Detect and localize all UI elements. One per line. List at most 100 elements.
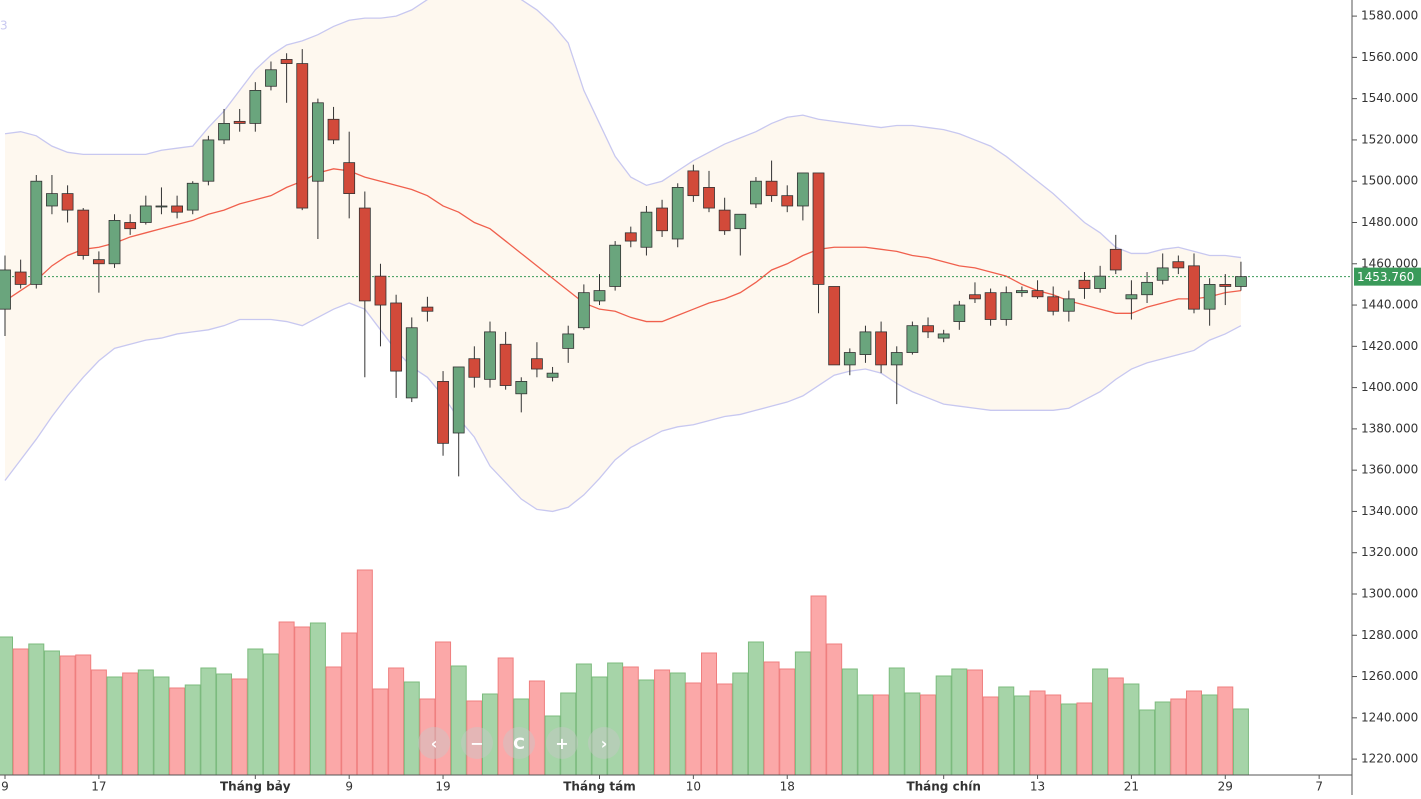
candle-body bbox=[937, 333, 950, 339]
candle-body bbox=[1156, 267, 1169, 281]
volume-bar bbox=[247, 648, 264, 775]
volume-bar bbox=[450, 665, 467, 775]
candle-body bbox=[796, 172, 809, 207]
y-tick-label: 1300.000 bbox=[1361, 586, 1418, 600]
moving-average bbox=[4, 168, 1242, 323]
volume-bar bbox=[591, 676, 608, 775]
candle-body bbox=[139, 205, 152, 223]
candle-body bbox=[515, 381, 528, 395]
candle-body bbox=[906, 325, 919, 353]
volume-bar bbox=[1170, 698, 1187, 775]
y-tick-label: 1560.000 bbox=[1361, 50, 1418, 64]
volume-bar bbox=[309, 622, 326, 775]
volume-bar bbox=[747, 641, 764, 775]
volume-bar bbox=[701, 652, 718, 775]
candle-body bbox=[421, 306, 434, 312]
candle-body bbox=[390, 302, 403, 372]
zoom-in-button[interactable]: + bbox=[546, 727, 578, 759]
y-tick-label: 1280.000 bbox=[1361, 628, 1418, 642]
candle-body bbox=[1172, 261, 1185, 269]
plot-area bbox=[0, 0, 1352, 775]
candle-body bbox=[327, 118, 340, 141]
volume-bar bbox=[403, 681, 420, 775]
volume-bar bbox=[184, 684, 201, 775]
y-tick-label: 1240.000 bbox=[1361, 710, 1418, 724]
volume-bar bbox=[1092, 668, 1109, 775]
volume-bar bbox=[1107, 677, 1124, 775]
volume-bar bbox=[341, 632, 358, 775]
zoom-out-button[interactable]: − bbox=[461, 727, 493, 759]
candle-body bbox=[593, 290, 606, 302]
y-tick-label: 1340.000 bbox=[1361, 504, 1418, 518]
candle-body bbox=[233, 120, 246, 124]
volume-bar bbox=[90, 669, 107, 775]
scroll-right-button[interactable]: › bbox=[588, 727, 620, 759]
y-tick-label: 1500.000 bbox=[1361, 174, 1418, 188]
volume-bar bbox=[1045, 694, 1062, 775]
volume-bar bbox=[497, 657, 514, 775]
volume-bar bbox=[1123, 683, 1140, 775]
candle-body bbox=[1235, 276, 1247, 287]
volume-bar bbox=[873, 694, 890, 775]
y-tick-label: 1400.000 bbox=[1361, 380, 1418, 394]
candle-body bbox=[468, 358, 481, 378]
y-tick-label: 1220.000 bbox=[1361, 752, 1418, 766]
volume-bar bbox=[43, 650, 60, 775]
volume-bar bbox=[669, 672, 686, 775]
candle-body bbox=[311, 102, 324, 182]
y-tick-label: 1360.000 bbox=[1361, 463, 1418, 477]
volume-bar bbox=[1201, 694, 1218, 775]
candle-body bbox=[452, 366, 465, 434]
candle-body bbox=[703, 187, 715, 209]
x-tick-label: 21 bbox=[1124, 780, 1139, 794]
candle-body bbox=[750, 180, 762, 205]
y-tick-label: 1540.000 bbox=[1361, 91, 1418, 105]
volume-bar bbox=[575, 663, 592, 775]
candle-body bbox=[546, 372, 559, 378]
volume-bar bbox=[481, 693, 498, 775]
reset-button[interactable]: C bbox=[503, 727, 535, 759]
candle-body bbox=[1125, 294, 1138, 300]
volume-bar bbox=[153, 676, 170, 775]
candle-body bbox=[687, 170, 700, 197]
volume-bar bbox=[779, 668, 796, 775]
candle-body bbox=[1219, 284, 1232, 287]
x-tick-label: 13 bbox=[1030, 780, 1045, 794]
candle-body bbox=[484, 331, 496, 380]
candle-body bbox=[14, 271, 27, 285]
volume-bar bbox=[888, 667, 905, 775]
lower-band bbox=[4, 302, 1242, 513]
volume-bar bbox=[638, 679, 655, 775]
candle-body bbox=[1031, 290, 1044, 298]
volume-bar bbox=[106, 676, 123, 775]
x-tick-label: Tháng bảy bbox=[220, 780, 291, 794]
candle-body bbox=[1188, 265, 1200, 310]
x-tick-label: Tháng chín bbox=[906, 780, 980, 794]
volume-bar bbox=[419, 698, 436, 775]
candle-body bbox=[171, 205, 183, 213]
candle-body bbox=[734, 213, 747, 230]
y-tick-label: 1480.000 bbox=[1361, 215, 1418, 229]
x-tick-label: 7 bbox=[1315, 780, 1323, 794]
candle-body bbox=[577, 292, 590, 329]
candle-body bbox=[124, 222, 137, 230]
y-tick-label: 1380.000 bbox=[1361, 421, 1418, 435]
last-price-box bbox=[1354, 267, 1421, 286]
candle-body bbox=[1109, 248, 1122, 271]
volume-bar bbox=[1217, 686, 1234, 775]
candle-body bbox=[155, 205, 168, 208]
candle-body bbox=[1094, 275, 1107, 289]
volume-bar bbox=[1029, 690, 1046, 775]
volume-bar bbox=[716, 683, 733, 775]
volume-bar bbox=[826, 643, 843, 775]
candle-body bbox=[812, 172, 825, 285]
volume-bar bbox=[732, 672, 749, 775]
candle-body bbox=[61, 193, 74, 211]
candle-body bbox=[890, 352, 903, 366]
candle-body bbox=[108, 220, 121, 265]
volume-bar bbox=[1060, 703, 1077, 775]
candle-body bbox=[640, 211, 653, 248]
volume-bar bbox=[1154, 701, 1171, 775]
volume-bar bbox=[0, 636, 14, 775]
scroll-left-button[interactable]: ‹ bbox=[418, 727, 450, 759]
